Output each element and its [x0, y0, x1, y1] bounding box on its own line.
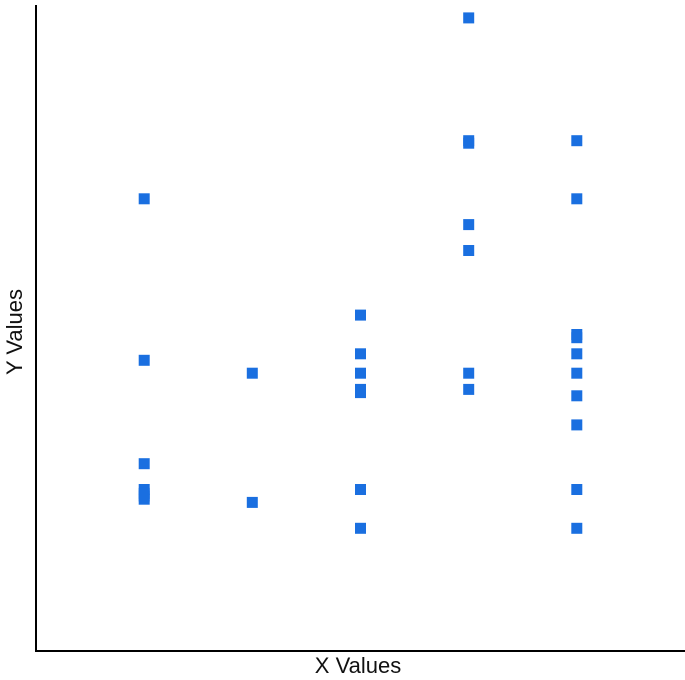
scatter-point [571, 332, 583, 344]
scatter-point [355, 309, 366, 321]
scatter-point [571, 484, 583, 495]
scatter-point [463, 137, 475, 149]
scatter-point [463, 245, 475, 256]
scatter-point [571, 390, 583, 402]
scatter-point [355, 348, 366, 360]
plot-area [35, 5, 685, 652]
scatter-point [571, 193, 583, 205]
scatter-point [138, 193, 150, 205]
data-points [138, 12, 583, 534]
scatter-point [463, 383, 475, 395]
scatter-point [355, 522, 366, 534]
scatter-point [463, 219, 475, 231]
scatter-point [355, 367, 366, 379]
scatter-point [571, 419, 583, 431]
scatter-point [463, 12, 475, 24]
scatter-point [463, 367, 475, 379]
scatter-point [246, 367, 258, 379]
scatter-point [138, 458, 150, 470]
x-axis-label: X Values [315, 653, 401, 678]
scatter-point [246, 496, 258, 508]
scatter-point [571, 348, 583, 360]
scatter-point [138, 493, 150, 505]
scatter-point [355, 387, 366, 399]
scatter-point [571, 135, 583, 147]
scatter-point [571, 367, 583, 379]
scatter-point [571, 522, 583, 534]
scatter-point [138, 354, 150, 366]
y-axis-label: Y Values [2, 289, 27, 375]
scatter-point [355, 484, 366, 495]
